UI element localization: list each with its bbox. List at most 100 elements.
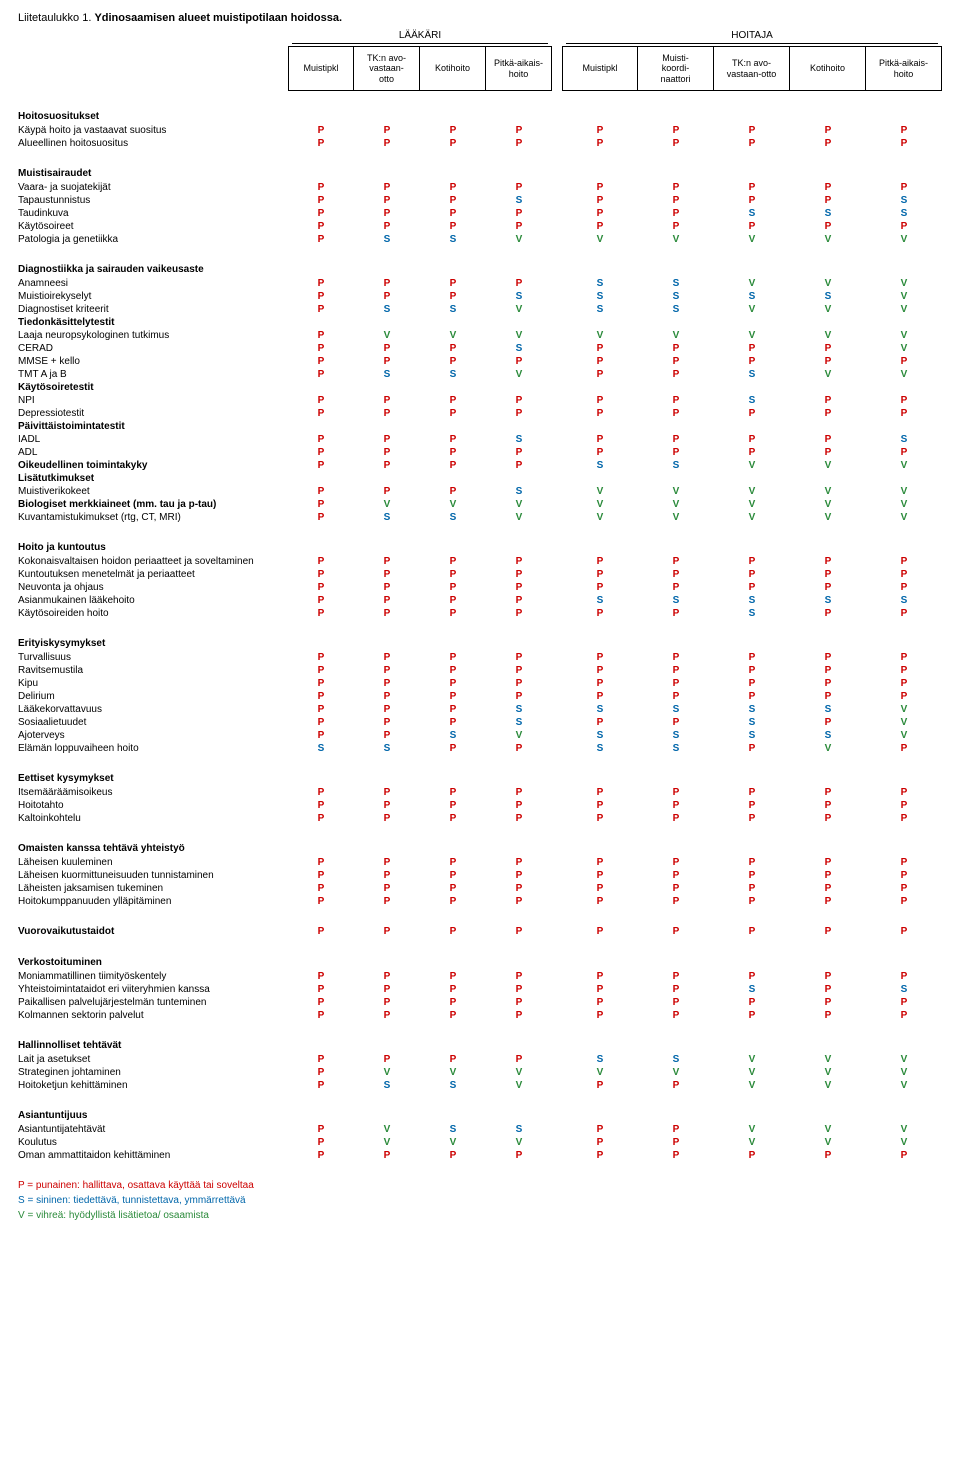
value-cell: P <box>288 485 354 498</box>
value-cell: S <box>420 1079 486 1092</box>
value-cell: V <box>354 498 420 511</box>
value-cell: V <box>714 329 790 342</box>
value-cell: P <box>486 651 552 664</box>
value-cell: P <box>562 690 638 703</box>
value-cell: P <box>420 124 486 137</box>
value-cell: P <box>714 555 790 568</box>
value-cell: V <box>714 498 790 511</box>
value-cell: P <box>486 394 552 407</box>
value-cell: S <box>420 1123 486 1136</box>
value-cell: P <box>288 1149 354 1162</box>
value-cell: P <box>420 220 486 233</box>
value-cell: P <box>562 1136 638 1149</box>
value-cell: P <box>866 407 942 420</box>
value-cell: P <box>866 786 942 799</box>
value-cell: P <box>354 677 420 690</box>
value-cell: V <box>790 1136 866 1149</box>
value-cell: P <box>288 970 354 983</box>
value-cell: P <box>354 664 420 677</box>
value-cell: V <box>714 1053 790 1066</box>
column-header: Muisti-koordi-naattori <box>637 46 714 91</box>
value-cell: P <box>866 799 942 812</box>
value-cell: P <box>354 207 420 220</box>
value-cell: P <box>866 925 942 938</box>
value-cell: V <box>790 511 866 524</box>
value-cell: P <box>562 581 638 594</box>
value-cell: P <box>354 1149 420 1162</box>
value-cell: P <box>638 651 714 664</box>
value-cell: P <box>288 594 354 607</box>
value-cell: P <box>638 786 714 799</box>
row-label: Laaja neuropsykologinen tutkimus <box>18 329 288 342</box>
value-cell: P <box>486 812 552 825</box>
value-cell: P <box>288 137 354 150</box>
value-cell: P <box>562 651 638 664</box>
value-cell: P <box>866 651 942 664</box>
value-cell: P <box>562 1009 638 1022</box>
row-label: Depressiotestit <box>18 407 288 420</box>
value-cell: P <box>288 290 354 303</box>
value-cell: P <box>486 555 552 568</box>
value-cell: V <box>866 459 942 472</box>
row-label: Ravitsemustila <box>18 664 288 677</box>
value-cell: V <box>486 498 552 511</box>
value-cell: S <box>354 233 420 246</box>
value-cell: P <box>420 716 486 729</box>
row-label: Käypä hoito ja vastaavat suositus <box>18 124 288 137</box>
value-cell: P <box>866 568 942 581</box>
column-header: Kotihoito <box>419 46 486 91</box>
value-cell: V <box>714 277 790 290</box>
value-cell: S <box>486 716 552 729</box>
value-cell: P <box>486 996 552 1009</box>
value-cell: V <box>866 1136 942 1149</box>
value-cell: V <box>486 729 552 742</box>
value-cell: V <box>420 329 486 342</box>
value-cell: V <box>790 742 866 755</box>
value-cell: V <box>562 498 638 511</box>
value-cell: V <box>866 716 942 729</box>
value-cell: P <box>354 729 420 742</box>
value-cell: P <box>866 742 942 755</box>
value-cell: P <box>866 581 942 594</box>
value-cell: P <box>420 996 486 1009</box>
value-cell: P <box>288 925 354 938</box>
value-cell: S <box>866 194 942 207</box>
value-cell: P <box>354 925 420 938</box>
value-cell: P <box>354 407 420 420</box>
value-cell: P <box>288 996 354 1009</box>
value-cell: P <box>638 137 714 150</box>
value-cell: S <box>638 742 714 755</box>
value-cell: P <box>288 729 354 742</box>
value-cell: P <box>714 581 790 594</box>
value-cell: P <box>486 925 552 938</box>
value-cell: S <box>638 1053 714 1066</box>
row-label: Elämän loppuvaiheen hoito <box>18 742 288 755</box>
value-cell: P <box>486 1009 552 1022</box>
value-cell: P <box>714 812 790 825</box>
value-cell: P <box>354 555 420 568</box>
value-cell: S <box>790 703 866 716</box>
row-label: Patologia ja genetiikka <box>18 233 288 246</box>
value-cell: P <box>486 742 552 755</box>
row-label: Käytösoireiden hoito <box>18 607 288 620</box>
section-title: Diagnostiikka ja sairauden vaikeusaste <box>18 262 942 277</box>
value-cell: P <box>790 786 866 799</box>
value-cell: V <box>486 1079 552 1092</box>
value-cell: P <box>562 433 638 446</box>
value-cell: P <box>486 594 552 607</box>
value-cell: P <box>638 1009 714 1022</box>
value-cell: P <box>790 1149 866 1162</box>
value-cell: S <box>638 277 714 290</box>
value-cell: P <box>562 895 638 908</box>
value-cell: P <box>288 220 354 233</box>
value-cell: P <box>420 446 486 459</box>
row-label: Kaltoinkohtelu <box>18 812 288 825</box>
value-cell: P <box>486 664 552 677</box>
value-cell: P <box>486 581 552 594</box>
value-cell: P <box>486 970 552 983</box>
value-cell: P <box>354 716 420 729</box>
value-cell: P <box>562 799 638 812</box>
value-cell: P <box>790 555 866 568</box>
legend-item: S = sininen: tiedettävä, tunnistettava, … <box>18 1193 942 1208</box>
value-cell: S <box>562 742 638 755</box>
